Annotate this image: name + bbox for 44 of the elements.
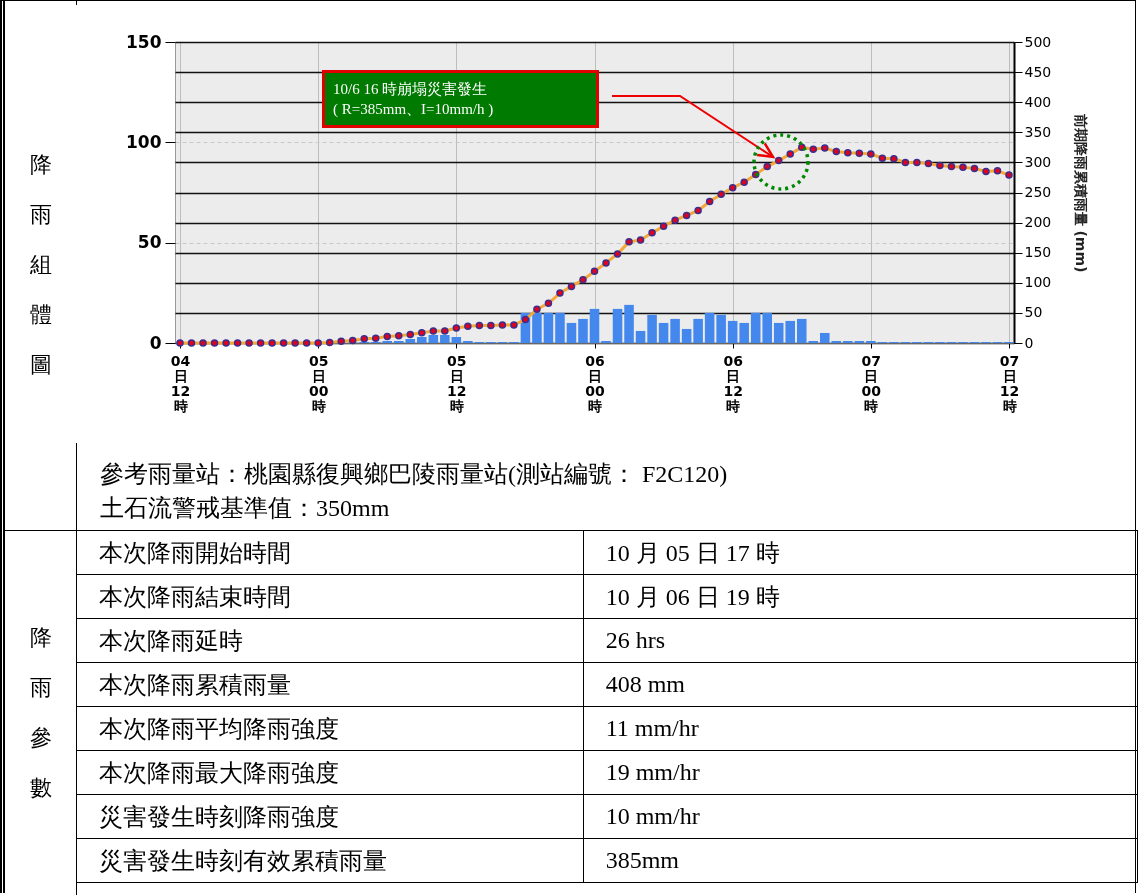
- y2-tick-label: 350: [1024, 123, 1052, 140]
- text: 本次降雨結束時間: [76, 574, 584, 619]
- y-tick-label: 150: [126, 31, 162, 52]
- x-tick-label: 07 日 00 時: [861, 352, 882, 414]
- y-tick-label: 100: [126, 131, 162, 152]
- y2-tick-label: 450: [1024, 63, 1052, 80]
- x-tick-label: 06 日 00 時: [585, 352, 605, 414]
- text: 降雨參數: [28, 624, 53, 802]
- y-axis-title: 降雨組體圖: [28, 151, 53, 379]
- text: 本次降雨平均降雨強度: [76, 706, 584, 751]
- y2-tick-label: 200: [1024, 214, 1052, 231]
- x-tick-label: 06 日 12 時: [723, 352, 743, 414]
- text: 10 月 05 日 17 時: [583, 530, 1138, 575]
- x-tick-label: 07 日 12 時: [999, 352, 1020, 414]
- text: 災害發生時刻降雨強度: [76, 794, 584, 839]
- text: 10 mm/hr: [583, 794, 1138, 839]
- y2-tick-label: 100: [1024, 274, 1052, 291]
- y-tick-label: 0: [149, 332, 162, 353]
- text: 408 mm: [583, 662, 1138, 707]
- y2-tick-label: 250: [1024, 184, 1052, 200]
- y2-tick-label: 300: [1024, 153, 1052, 170]
- y2-tick-label: 50: [1024, 304, 1043, 321]
- text: 本次降雨開始時間: [76, 530, 584, 575]
- y2-tick-label: 150: [1024, 244, 1052, 261]
- y-tick-label: 50: [137, 232, 162, 253]
- text: 10 月 06 日 19 時: [583, 574, 1138, 619]
- text: 11 mm/hr: [583, 706, 1138, 751]
- y2-tick-label: 500: [1024, 33, 1052, 50]
- text: 土石流警戒基準值：350mm: [100, 494, 390, 523]
- x-tick-label: 05 日 00 時: [308, 352, 329, 414]
- text: 災害發生時刻有效累積雨量: [76, 838, 584, 883]
- x-tick-label: 05 日 12 時: [447, 352, 467, 414]
- y2-tick-label: 400: [1024, 93, 1052, 110]
- text: 385mm: [583, 838, 1138, 883]
- text: 參考雨量站：桃園縣復興鄉巴陵雨量站(測站編號： F2C120): [100, 460, 728, 489]
- x-tick-label: 04 日 12 時: [170, 352, 191, 414]
- y2-tick-label: 0: [1024, 334, 1034, 351]
- text: 19 mm/hr: [583, 750, 1138, 795]
- callout-box: 10/6 16 時崩塌災害發生 ( R=385mm、I=10mm/h ): [322, 70, 599, 128]
- text: 本次降雨延時: [76, 618, 584, 663]
- text: 26 hrs: [583, 618, 1138, 663]
- y2-axis-title: 前期降雨累積雨量 (mm): [1073, 112, 1090, 273]
- text: 本次降雨累積雨量: [76, 662, 584, 707]
- text: 本次降雨最大降雨強度: [76, 750, 584, 795]
